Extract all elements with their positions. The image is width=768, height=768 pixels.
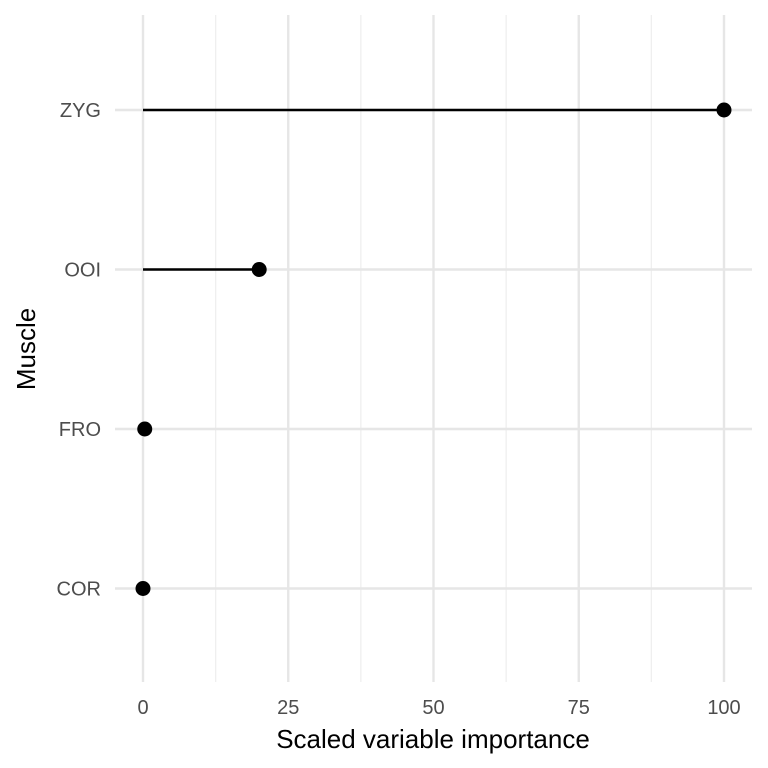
x-tick-label: 75 [568, 697, 590, 719]
x-tick-label: 25 [277, 697, 299, 719]
major-gridlines [115, 15, 752, 682]
y-tick-label: ZYG [60, 100, 101, 122]
x-tick-label: 100 [707, 697, 740, 719]
y-axis-title: Muscle [11, 308, 41, 390]
x-axis-title: Scaled variable importance [276, 724, 590, 754]
y-tick-labels: ZYG OOI FRO COR [57, 100, 101, 601]
x-tick-labels: 0 25 50 75 100 [137, 697, 740, 719]
x-tick-label: 0 [137, 697, 148, 719]
lollipop-marks [135, 102, 732, 596]
lollipop-point [137, 421, 153, 437]
lollipop-point [716, 102, 732, 118]
y-tick-label: OOI [64, 260, 101, 282]
lollipop-point [135, 581, 151, 596]
lollipop-point [251, 262, 267, 277]
minor-gridlines [214, 15, 653, 682]
y-tick-label: COR [57, 579, 101, 601]
y-tick-label: FRO [59, 419, 101, 441]
x-tick-label: 50 [422, 697, 444, 719]
